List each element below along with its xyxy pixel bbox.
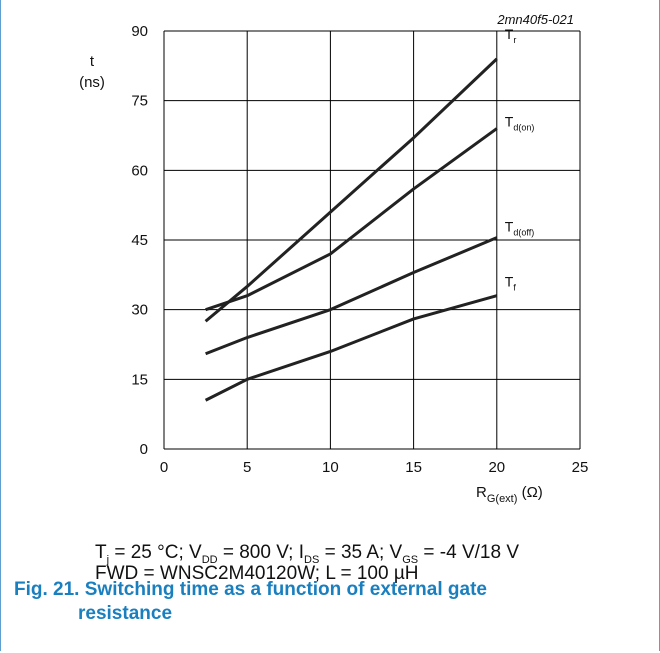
y-tick-label: 30 — [131, 302, 148, 319]
series-line-f — [204, 294, 498, 402]
series-label: Td(off) — [505, 219, 534, 238]
x-tick-label: 25 — [572, 459, 589, 476]
figure-id-label: 2mn40f5-021 — [496, 12, 574, 27]
x-tick-label: 5 — [243, 459, 251, 476]
y-tick-label: 0 — [140, 441, 148, 458]
y-axis-unit: (ns) — [79, 74, 105, 91]
x-tick-label: 20 — [488, 459, 505, 476]
series-line-doff — [205, 236, 498, 356]
series-label: Tr — [505, 26, 517, 45]
x-tick-label: 10 — [322, 459, 339, 476]
y-axis-label: t — [90, 53, 95, 70]
y-tick-label: 15 — [131, 371, 148, 388]
y-tick-label: 90 — [131, 23, 148, 40]
series-line-don — [205, 127, 498, 312]
caption-line1: Fig. 21. Switching time as a function of… — [14, 579, 487, 600]
series-label: Tf — [505, 274, 517, 293]
test-conditions-line1: Tj = 25 °C; VDD = 800 V; IDS = 35 A; VGS… — [95, 542, 519, 566]
switching-time-chart: 0 5 10 15 20 25 0 15 30 45 60 75 90 t (ns) RG(ext) (Ω) 2… — [79, 12, 589, 505]
x-tick-label: 15 — [405, 459, 422, 476]
x-tick-label: 0 — [160, 459, 168, 476]
series-line-r — [204, 57, 498, 323]
y-tick-label: 60 — [131, 162, 148, 179]
x-axis-label: RG(ext) (Ω) — [476, 484, 543, 505]
series-label: Td(on) — [505, 114, 535, 133]
y-tick-label: 45 — [131, 232, 148, 249]
test-conditions-line2: FWD = WNSC2M40120W; L = 100 µH — [95, 563, 419, 584]
caption-line2: resistance — [78, 603, 173, 624]
y-tick-label: 75 — [131, 93, 148, 110]
figure-caption: Fig. 21. Switching time as a function of… — [14, 578, 487, 626]
